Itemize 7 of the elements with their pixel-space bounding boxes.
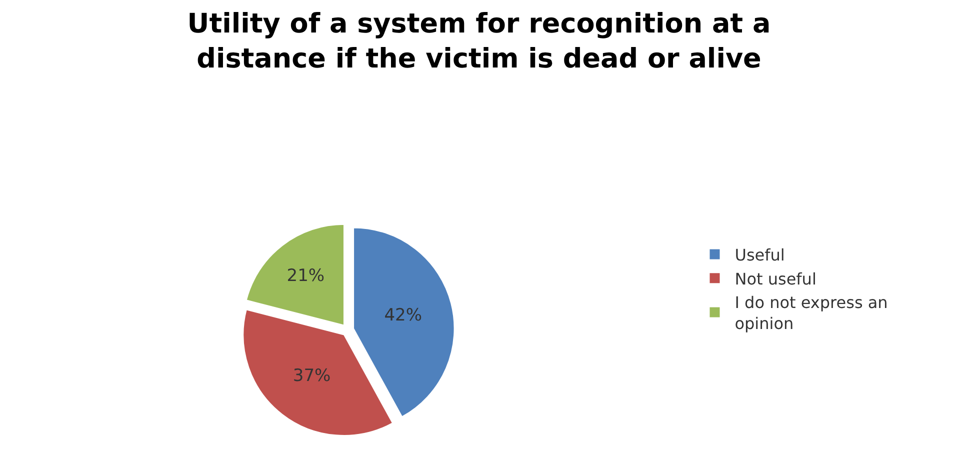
chart-title: Utility of a system for recognition at a distance if the victim is dead or alive — [187, 8, 771, 74]
legend-label: Not useful — [734, 269, 816, 288]
data-label: 42% — [384, 306, 422, 326]
legend-label: I do not express an opinion — [734, 293, 888, 333]
legend-label: Useful — [734, 246, 785, 265]
data-label: 37% — [292, 366, 331, 386]
data-label: 21% — [286, 266, 325, 286]
